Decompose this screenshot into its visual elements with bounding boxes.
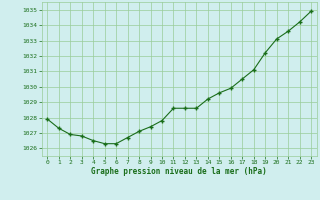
X-axis label: Graphe pression niveau de la mer (hPa): Graphe pression niveau de la mer (hPa): [91, 167, 267, 176]
